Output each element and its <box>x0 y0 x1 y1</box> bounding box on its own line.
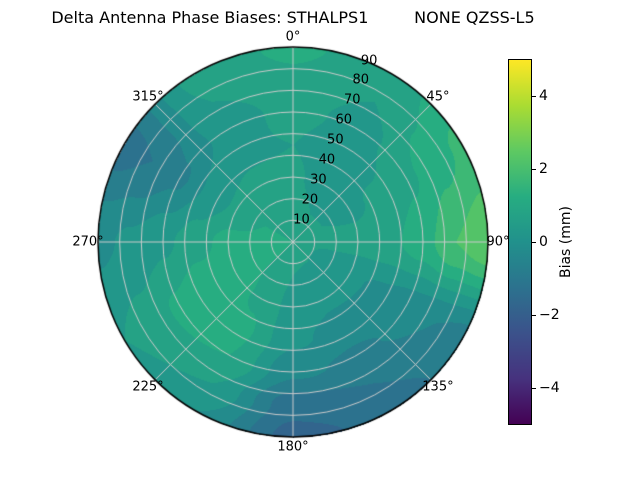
theta-tick-label: 135° <box>422 379 454 395</box>
theta-tick-label: 0° <box>285 29 301 45</box>
radial-tick-label: 10 <box>293 212 310 228</box>
radial-tick-label: 20 <box>301 192 319 208</box>
radial-tick-label: 60 <box>335 112 353 128</box>
theta-tick-label: 45° <box>426 89 450 105</box>
colorbar-tick-label: 4 <box>539 88 548 105</box>
theta-tick-label: 315° <box>132 89 164 105</box>
radial-tick-label: 90 <box>360 52 378 68</box>
colorbar-tick-mark <box>532 242 536 243</box>
theta-tick-label: 90° <box>486 234 510 250</box>
colorbar-tick-label: −4 <box>539 379 560 396</box>
colorbar-tick-mark <box>532 169 536 171</box>
radial-tick-label: 80 <box>352 72 369 88</box>
colorbar-gradient <box>508 59 532 425</box>
colorbar-tick-mark <box>532 387 536 389</box>
radial-tick-label: 40 <box>318 152 336 168</box>
colorbar-axis-label: Bias (mm) <box>558 205 574 279</box>
colorbar-tick-mark <box>532 96 536 98</box>
radial-tick-label: 50 <box>327 132 344 148</box>
chart-title: Delta Antenna Phase Biases: STHALPS1 NON… <box>51 8 535 27</box>
colorbar-tick-label: 0 <box>539 234 548 250</box>
colorbar-tick-label: 2 <box>539 161 548 178</box>
theta-tick-label: 225° <box>132 379 164 395</box>
theta-tick-label: 270° <box>72 234 104 250</box>
colorbar-tick-mark <box>532 314 536 316</box>
theta-tick-label: 180° <box>277 439 309 455</box>
radial-tick-label: 30 <box>310 172 327 188</box>
radial-tick-label: 70 <box>343 92 361 108</box>
colorbar-tick-label: −2 <box>539 306 560 323</box>
